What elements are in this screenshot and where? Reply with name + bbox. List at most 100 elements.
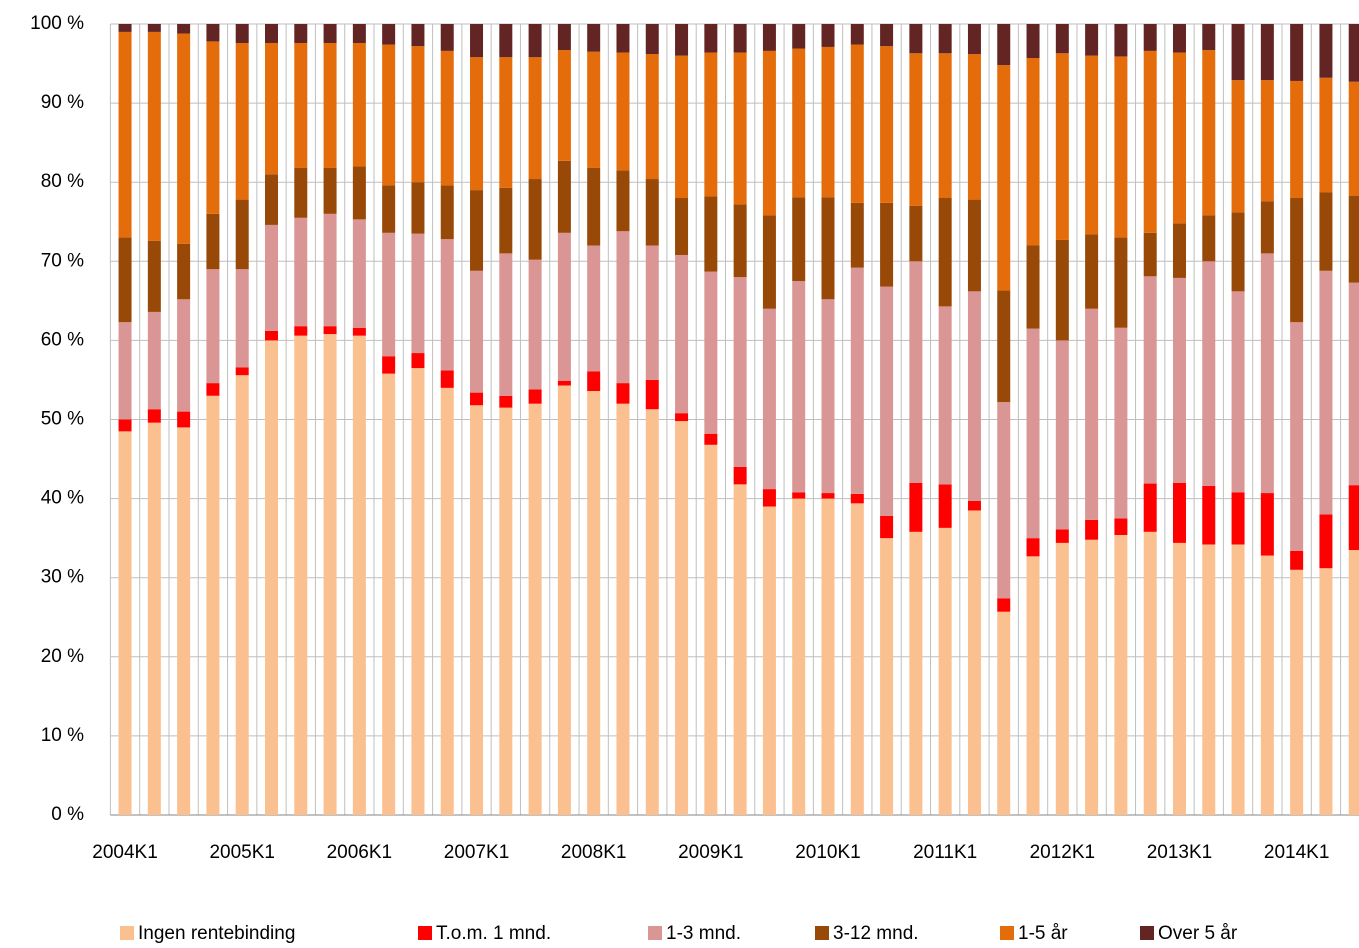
bar-segment	[850, 24, 864, 45]
bar-segment	[1348, 282, 1359, 486]
bar-segment	[294, 42, 308, 168]
y-tick-label: 70 %	[41, 250, 84, 271]
bar-segment	[1085, 519, 1099, 540]
bar-segment	[1055, 340, 1069, 530]
bar-segment	[762, 215, 776, 309]
bar-segment	[177, 411, 191, 428]
bar-segment	[1172, 52, 1186, 224]
bar-segment	[177, 427, 191, 815]
y-tick-label: 0 %	[51, 804, 84, 825]
bar-segment	[382, 44, 396, 186]
bar-segment	[1172, 482, 1186, 543]
bar-segment	[1231, 291, 1245, 493]
bar-segment	[938, 53, 952, 199]
bar-segment	[294, 326, 308, 336]
bar-segment	[1290, 198, 1304, 323]
bar-segment	[1026, 328, 1040, 539]
bar-segment	[880, 202, 894, 287]
bar-segment	[1202, 485, 1216, 545]
legend-swatch	[648, 926, 662, 940]
bar-segment	[938, 527, 952, 815]
bar-segment	[1231, 544, 1245, 815]
bar-segment	[264, 340, 278, 815]
bar-segment	[1055, 542, 1069, 815]
bar-segment	[733, 484, 747, 815]
bar-segment	[1202, 50, 1216, 216]
legend-label: 1-3 mnd.	[666, 923, 741, 944]
bar-segment	[118, 419, 132, 432]
bar-segment	[1143, 50, 1157, 233]
bar-segment	[440, 24, 454, 51]
bar-segment	[528, 24, 542, 58]
bar-segment	[264, 24, 278, 43]
bar-segment	[118, 431, 132, 815]
bar-segment	[792, 498, 806, 815]
bar-segment	[264, 42, 278, 175]
bar-segment	[821, 24, 835, 47]
bar-segment	[587, 24, 601, 52]
y-tick-label: 10 %	[41, 725, 84, 746]
bar-segment	[1143, 24, 1157, 51]
bar-segment	[499, 395, 513, 408]
bar-segment	[499, 24, 513, 58]
bar-segment	[645, 409, 659, 815]
x-tick-label: 2007K1	[444, 842, 510, 863]
bar-segment	[997, 65, 1011, 291]
bar-segment	[440, 185, 454, 240]
bar-segment	[235, 42, 249, 200]
bar-segment	[1260, 555, 1274, 815]
bar-segment	[118, 24, 132, 32]
y-tick-label: 40 %	[41, 488, 84, 509]
x-tick-label: 2004K1	[92, 842, 158, 863]
bar-segment	[1231, 492, 1245, 545]
x-tick-label: 2006K1	[327, 842, 393, 863]
bar-segment	[382, 356, 396, 374]
bar-segment	[1085, 539, 1099, 815]
bar-segment	[880, 538, 894, 815]
bar-segment	[645, 24, 659, 55]
bar-segment	[294, 217, 308, 327]
bar-segment	[177, 243, 191, 300]
bar-segment	[1114, 237, 1128, 328]
bar-segment	[1143, 276, 1157, 484]
bar-segment	[528, 389, 542, 404]
bar-segment	[938, 24, 952, 54]
bar-segment	[821, 498, 835, 815]
bar-segment	[587, 371, 601, 392]
bar-segment	[792, 48, 806, 198]
bar-segment	[1290, 550, 1304, 570]
y-tick-label: 30 %	[41, 567, 84, 588]
bar-segment	[411, 182, 425, 234]
bar-segment	[587, 51, 601, 168]
bar-segment	[470, 190, 484, 271]
bar-segment	[762, 50, 776, 216]
bar-segment	[1026, 538, 1040, 557]
x-tick-label: 2009K1	[678, 842, 744, 863]
bar-segment	[118, 322, 132, 420]
x-tick-label: 2013K1	[1147, 842, 1213, 863]
bar-segment	[1085, 308, 1099, 520]
bar-segment	[177, 33, 191, 244]
bar-segment	[587, 245, 601, 372]
bar-segment	[440, 370, 454, 388]
bar-segment	[1055, 239, 1069, 341]
legend-label: T.o.m. 1 mnd.	[436, 923, 551, 944]
bar-segment	[1143, 232, 1157, 277]
bar-segment	[792, 24, 806, 49]
bar-segment	[1290, 24, 1304, 81]
bar-segment	[1114, 24, 1128, 57]
bar-segment	[440, 387, 454, 815]
bar-segment	[499, 57, 513, 188]
bar-segment	[967, 54, 981, 200]
bar-segment	[235, 199, 249, 270]
bar-segment	[850, 267, 864, 494]
bar-segment	[675, 421, 689, 815]
bar-segment	[997, 598, 1011, 612]
bar-segment	[206, 269, 220, 384]
bar-segment	[557, 24, 571, 51]
legend-label: Ingen rentebinding	[138, 923, 295, 944]
bar-segment	[675, 254, 689, 414]
bar-segment	[850, 202, 864, 268]
y-tick-label: 20 %	[41, 646, 84, 667]
